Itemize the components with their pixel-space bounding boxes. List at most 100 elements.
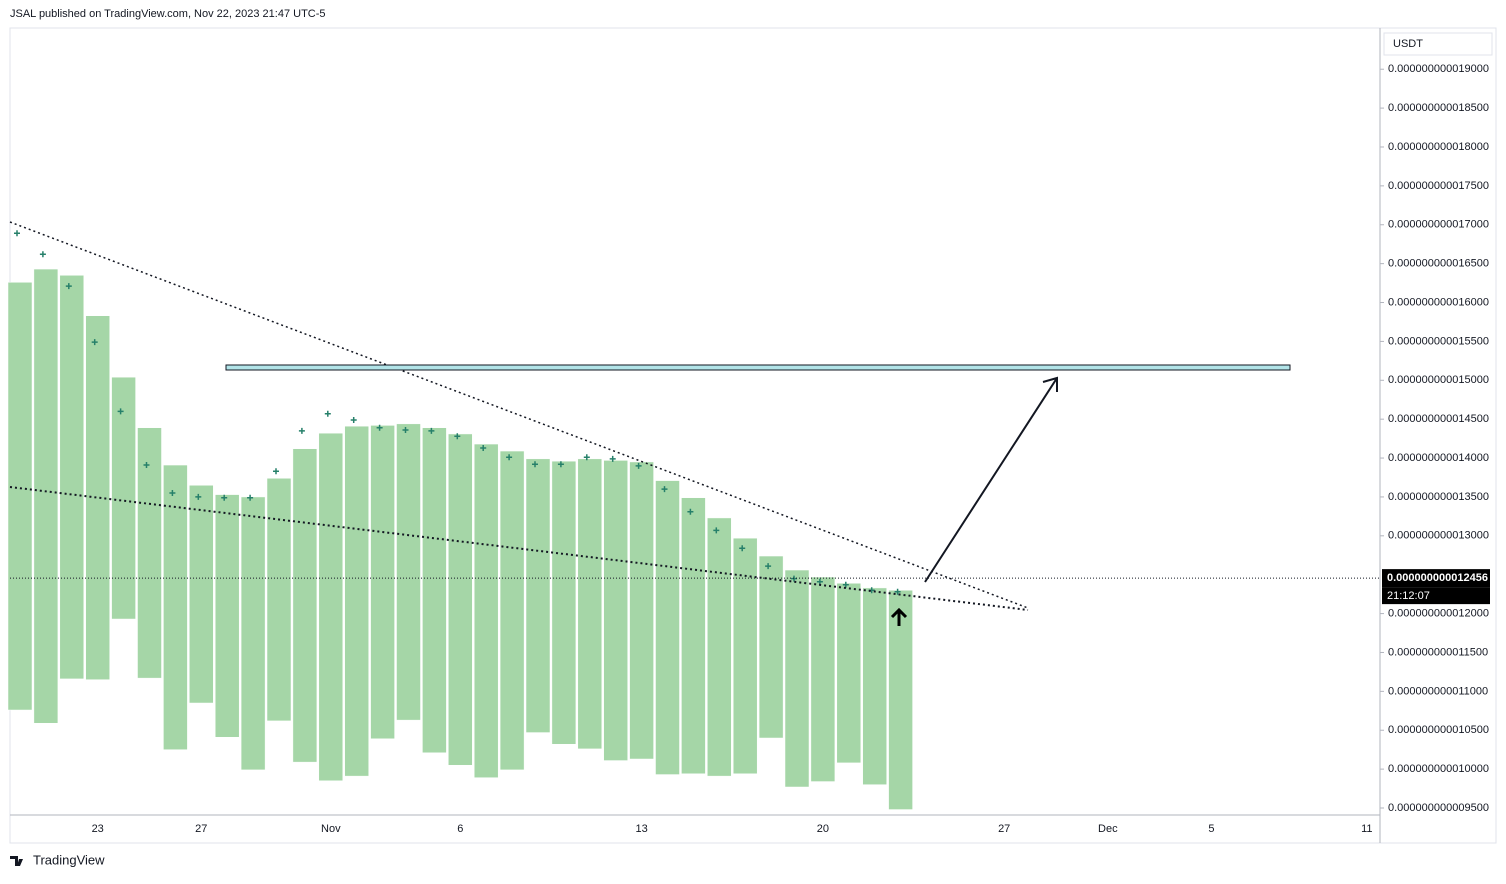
y-tick-label: 0.000000000010000 xyxy=(1388,763,1489,775)
bar xyxy=(836,583,862,764)
marker xyxy=(842,581,849,588)
bar xyxy=(111,376,136,620)
marker xyxy=(324,410,331,417)
x-tick-label: 5 xyxy=(1208,823,1214,835)
bar xyxy=(318,432,344,782)
y-tick-label: 0.000000000014500 xyxy=(1388,413,1489,425)
marker xyxy=(739,545,746,552)
countdown: 21:12:07 xyxy=(1387,590,1430,602)
bar xyxy=(758,555,784,739)
marker xyxy=(661,486,668,493)
y-tick-label: 0.000000000016000 xyxy=(1388,296,1489,308)
marker xyxy=(713,527,720,534)
y-tick-label: 0.000000000015500 xyxy=(1388,335,1489,347)
trend-line xyxy=(9,221,1029,609)
projection-arrow xyxy=(924,376,1058,583)
y-tick-label: 0.000000000009500 xyxy=(1388,802,1489,814)
marker xyxy=(583,454,590,461)
bar xyxy=(888,590,913,810)
price-box xyxy=(1382,569,1490,588)
countdown-box xyxy=(1382,587,1490,605)
bar xyxy=(707,517,732,777)
logo xyxy=(10,856,23,866)
bar xyxy=(240,496,266,771)
marker xyxy=(143,462,150,469)
resistance-zone xyxy=(225,364,1291,371)
x-tick-label: 11 xyxy=(1361,823,1372,835)
bar xyxy=(551,460,577,745)
bar xyxy=(163,464,188,750)
marker xyxy=(428,427,435,434)
x-tick-label: 23 xyxy=(92,823,104,835)
bar xyxy=(784,569,810,788)
last-price-label: 0.000000000012456 xyxy=(1387,572,1488,584)
x-tick-label: 13 xyxy=(635,823,647,835)
marker xyxy=(480,444,487,451)
bar xyxy=(732,537,758,775)
bar xyxy=(681,497,706,775)
marker xyxy=(117,408,124,415)
y-tick-label: 0.000000000013000 xyxy=(1388,530,1489,542)
bar xyxy=(7,282,33,711)
x-tick-label: Nov xyxy=(321,823,341,835)
bar xyxy=(655,480,680,775)
bar xyxy=(422,427,447,754)
y-tick-label: 0.000000000016500 xyxy=(1388,258,1489,270)
bar xyxy=(603,460,628,761)
y-tick-label: 0.000000000010500 xyxy=(1388,724,1489,736)
bar xyxy=(266,478,292,722)
bar xyxy=(396,423,421,721)
marker xyxy=(402,427,409,434)
marker xyxy=(195,493,202,500)
bar xyxy=(577,458,603,750)
bar xyxy=(137,427,162,679)
y-tick-label: 0.000000000017000 xyxy=(1388,219,1489,231)
bar xyxy=(629,461,654,760)
y-tick-label: 0.000000000013500 xyxy=(1388,491,1489,503)
marker xyxy=(14,230,20,237)
marker xyxy=(765,563,772,570)
y-tick-label: 0.000000000012000 xyxy=(1388,607,1489,619)
marker xyxy=(376,424,383,431)
marker xyxy=(609,455,616,462)
marker xyxy=(687,508,694,515)
y-tick-label: 0.000000000018000 xyxy=(1388,141,1489,153)
marker xyxy=(273,468,279,475)
marker xyxy=(635,462,642,469)
marker xyxy=(350,416,357,423)
y-tick-label: 0.000000000019000 xyxy=(1388,63,1489,75)
currency-box xyxy=(1383,32,1493,56)
y-tick-label: 0.000000000011000 xyxy=(1388,685,1488,697)
header: JSAL published on TradingView.com, Nov 2… xyxy=(10,8,326,20)
marker xyxy=(169,490,176,497)
x-tick-label: 27 xyxy=(195,823,207,835)
marker xyxy=(221,494,228,501)
marker xyxy=(247,494,254,501)
trend-line xyxy=(9,486,1029,611)
bar xyxy=(473,443,499,778)
marker xyxy=(816,578,823,585)
bar xyxy=(33,268,59,724)
y-tick-label: 0.000000000018500 xyxy=(1388,102,1489,114)
bar xyxy=(214,494,240,738)
bar xyxy=(499,450,525,771)
x-tick-label: Dec xyxy=(1098,823,1118,835)
marker xyxy=(39,251,46,258)
y-tick-label: 0.000000000014000 xyxy=(1388,452,1489,464)
footer: TradingView xyxy=(33,852,105,867)
bar xyxy=(810,576,836,782)
bar xyxy=(862,587,887,785)
currency: USDT xyxy=(1393,38,1423,50)
bar xyxy=(59,275,85,680)
bar xyxy=(370,425,395,740)
bar xyxy=(344,425,369,777)
marker xyxy=(894,588,901,595)
marker xyxy=(91,339,98,346)
marker xyxy=(532,461,538,468)
x-tick-label: 20 xyxy=(817,823,829,835)
bar xyxy=(525,458,551,733)
marker xyxy=(65,283,72,290)
bar xyxy=(292,448,318,763)
y-tick-label: 0.000000000017500 xyxy=(1388,180,1489,192)
